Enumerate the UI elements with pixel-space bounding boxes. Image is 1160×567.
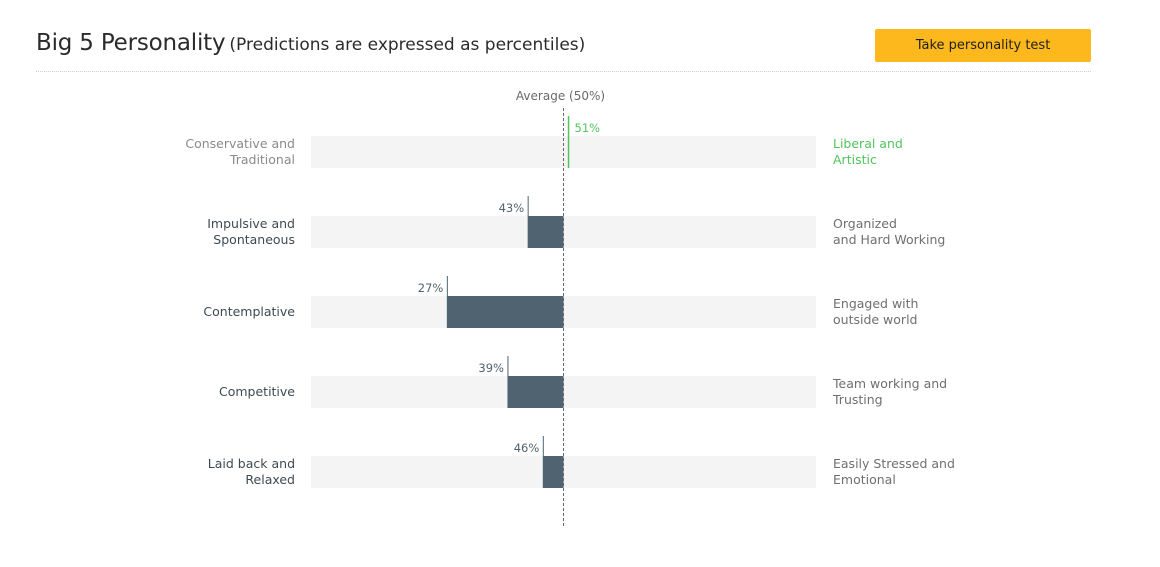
bar-track <box>311 136 816 168</box>
value-label: 39% <box>478 361 504 375</box>
trait-left-label: Conservative and Traditional <box>185 136 295 167</box>
trait-right-label: Engaged with outside world <box>833 296 918 327</box>
value-label: 43% <box>499 201 525 215</box>
bar <box>528 216 564 248</box>
trait-left-label: Impulsive and Spontaneous <box>207 216 295 247</box>
section-header: Big 5 Personality (Predictions are expres… <box>36 26 1091 72</box>
take-personality-test-button[interactable]: Take personality test <box>875 29 1091 62</box>
trait-left-label: Contemplative <box>203 304 295 319</box>
value-label: 27% <box>418 281 444 295</box>
trait-left-label: Laid back and Relaxed <box>208 456 295 487</box>
page-title: Big 5 Personality <box>36 30 226 56</box>
trait-left-label: Competitive <box>219 384 295 399</box>
trait-right-label: Team working and Trusting <box>832 376 947 407</box>
bar <box>447 296 564 328</box>
page-subtitle: (Predictions are expressed as percentile… <box>229 35 586 55</box>
trait-right-label: Easily Stressed and Emotional <box>833 456 955 487</box>
average-label: Average (50%) <box>516 89 605 103</box>
value-label: 46% <box>514 441 540 455</box>
value-label: 51% <box>575 121 601 135</box>
bar <box>543 456 564 488</box>
trait-right-label: Liberal and Artistic <box>833 136 903 167</box>
section-title: Big 5 Personality (Predictions are expres… <box>36 30 585 56</box>
trait-right-label: Organized and Hard Working <box>833 216 945 247</box>
bar <box>507 376 564 408</box>
